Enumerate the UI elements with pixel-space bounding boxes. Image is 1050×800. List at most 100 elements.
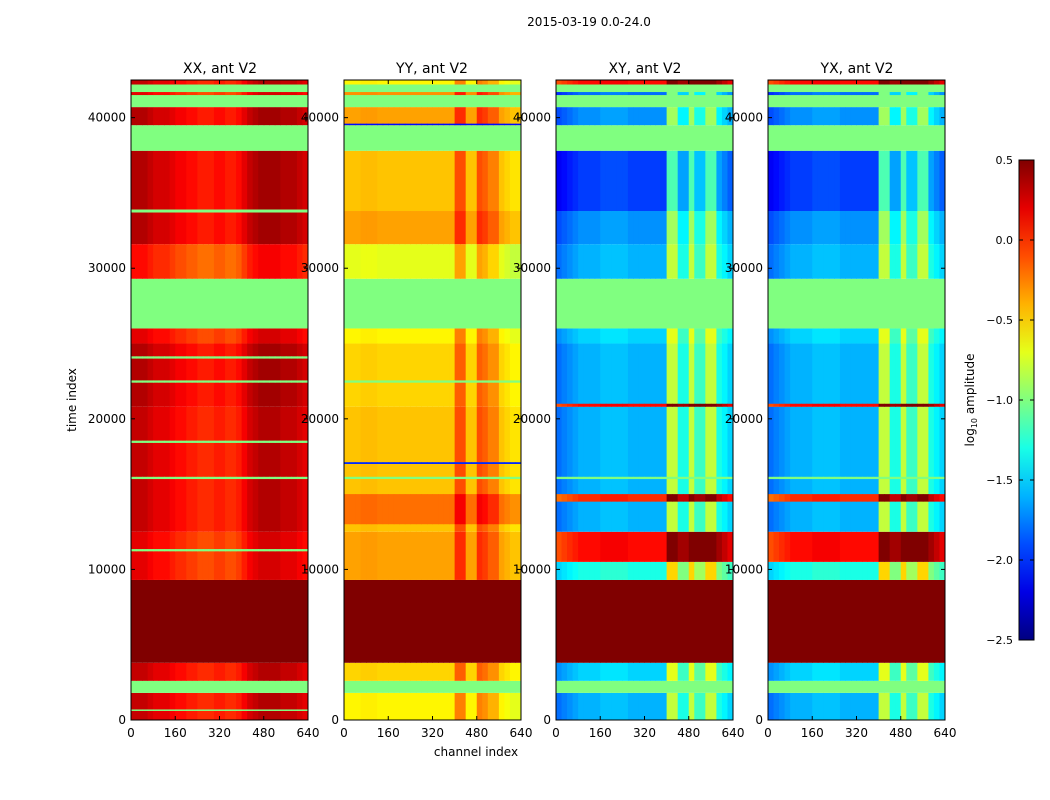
panel-title-xx: XX, ant V2 bbox=[183, 61, 257, 77]
heatmap-cell bbox=[583, 692, 590, 720]
heatmap-cell bbox=[504, 92, 511, 96]
heatmap-cell bbox=[939, 80, 946, 85]
heatmap-cell bbox=[197, 343, 204, 407]
heatmap-cell bbox=[208, 406, 215, 532]
heatmap-cell bbox=[241, 209, 248, 213]
heatmap-cell bbox=[202, 107, 209, 126]
heatmap-cell bbox=[213, 549, 220, 552]
heatmap-cell bbox=[388, 107, 395, 126]
heatmap-cell bbox=[572, 579, 579, 663]
heatmap-cell bbox=[252, 328, 259, 344]
heatmap-cell bbox=[225, 549, 232, 552]
heatmap-cell bbox=[213, 380, 220, 383]
heatmap-cell bbox=[164, 662, 171, 681]
heatmap-cell bbox=[572, 403, 579, 407]
heatmap-cell bbox=[627, 80, 634, 85]
heatmap-cell bbox=[906, 406, 913, 532]
heatmap-cell bbox=[296, 209, 303, 213]
heatmap-cell bbox=[716, 278, 723, 329]
heatmap-cell bbox=[302, 406, 309, 532]
heatmap-cell bbox=[862, 561, 869, 580]
heatmap-cell bbox=[567, 680, 574, 693]
y-tick-label: 40000 bbox=[513, 111, 551, 125]
heatmap-cell bbox=[421, 278, 428, 329]
heatmap-cell bbox=[399, 80, 406, 85]
heatmap-cell bbox=[236, 380, 243, 383]
heatmap-cell bbox=[515, 125, 522, 151]
heatmap-cell bbox=[197, 125, 204, 151]
heatmap-cell bbox=[638, 561, 645, 580]
heatmap-cell bbox=[605, 211, 612, 245]
heatmap-cell bbox=[443, 343, 450, 407]
heatmap-cell bbox=[164, 380, 171, 383]
heatmap-cell bbox=[263, 406, 270, 532]
heatmap-cell bbox=[633, 561, 640, 580]
heatmap-cell bbox=[939, 579, 946, 663]
heatmap-cell bbox=[867, 692, 874, 720]
heatmap-cell bbox=[280, 662, 287, 681]
heatmap-cell bbox=[197, 476, 204, 480]
heatmap-cell bbox=[186, 709, 193, 711]
heatmap-cell bbox=[449, 692, 456, 720]
heatmap-cell bbox=[443, 211, 450, 245]
heatmap-cell bbox=[594, 80, 601, 85]
heatmap-cell bbox=[426, 328, 433, 344]
heatmap-cell bbox=[806, 494, 813, 502]
heatmap-cell bbox=[655, 328, 662, 344]
heatmap-cell bbox=[677, 244, 684, 279]
heatmap-cell bbox=[443, 531, 450, 580]
heatmap-cell bbox=[622, 328, 629, 344]
heatmap-cell bbox=[666, 343, 673, 407]
heatmap-cell bbox=[790, 92, 797, 96]
heatmap-cell bbox=[393, 380, 400, 383]
heatmap-cell bbox=[219, 150, 226, 212]
heatmap-cell bbox=[917, 278, 924, 329]
heatmap-cell bbox=[438, 494, 445, 525]
heatmap-cell bbox=[850, 107, 857, 126]
heatmap-cell bbox=[421, 380, 428, 383]
heatmap-cell bbox=[768, 579, 775, 663]
heatmap-cell bbox=[895, 278, 902, 329]
heatmap-cell bbox=[594, 561, 601, 580]
heatmap-cell bbox=[241, 343, 248, 407]
heatmap-cell bbox=[911, 561, 918, 580]
heatmap-cell bbox=[377, 476, 384, 480]
heatmap-cell bbox=[269, 211, 276, 245]
colorbar-tick-label: −1.5 bbox=[986, 474, 1013, 487]
heatmap-cell bbox=[202, 406, 209, 532]
heatmap-cell bbox=[839, 92, 846, 96]
heatmap-cell bbox=[845, 125, 852, 151]
heatmap-cell bbox=[779, 531, 786, 562]
heatmap-cell bbox=[856, 107, 863, 126]
heatmap-cell bbox=[817, 579, 824, 663]
heatmap-cell bbox=[655, 80, 662, 85]
heatmap-cell bbox=[164, 440, 171, 443]
heatmap-cell bbox=[839, 125, 846, 151]
heatmap-cell bbox=[164, 125, 171, 151]
heatmap-cell bbox=[939, 403, 946, 407]
heatmap-cell bbox=[644, 579, 651, 663]
heatmap-cell bbox=[252, 440, 259, 443]
heatmap-cell bbox=[839, 244, 846, 279]
heatmap-cell bbox=[867, 476, 874, 480]
heatmap-cell bbox=[795, 561, 802, 580]
heatmap-cell bbox=[230, 531, 237, 580]
heatmap-cell bbox=[202, 662, 209, 681]
x-tick-label: 0 bbox=[127, 726, 135, 740]
heatmap-cell bbox=[443, 406, 450, 532]
heatmap-cell bbox=[895, 92, 902, 96]
heatmap-cell bbox=[355, 406, 362, 532]
heatmap-cell bbox=[906, 476, 913, 480]
heatmap-cell bbox=[917, 579, 924, 663]
heatmap-cell bbox=[633, 406, 640, 532]
heatmap-cell bbox=[131, 150, 138, 212]
heatmap-cell bbox=[666, 244, 673, 279]
heatmap-cell bbox=[633, 476, 640, 480]
heatmap-cell bbox=[561, 692, 568, 720]
heatmap-cell bbox=[906, 494, 913, 502]
heatmap-cell bbox=[393, 494, 400, 525]
heatmap-cell bbox=[616, 343, 623, 407]
heatmap-cell bbox=[147, 125, 154, 151]
heatmap-cell bbox=[180, 692, 187, 720]
heatmap-cell bbox=[274, 150, 281, 212]
